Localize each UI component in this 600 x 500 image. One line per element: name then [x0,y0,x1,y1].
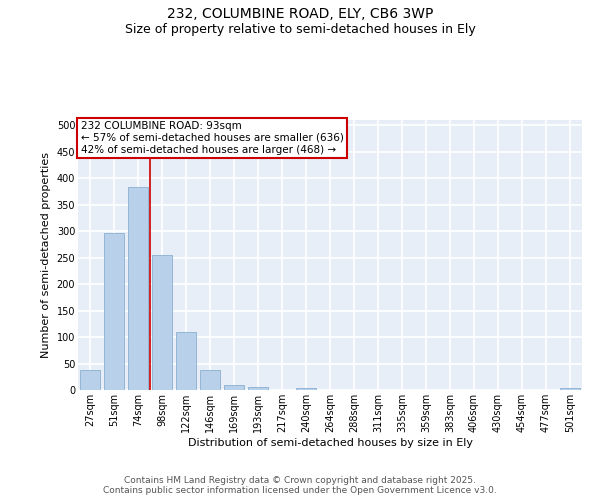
Text: 232, COLUMBINE ROAD, ELY, CB6 3WP: 232, COLUMBINE ROAD, ELY, CB6 3WP [167,8,433,22]
Bar [176,332,196,390]
X-axis label: Distribution of semi-detached houses by size in Ely: Distribution of semi-detached houses by … [187,438,473,448]
Bar [560,388,580,390]
Bar [248,387,268,390]
Bar [200,370,220,390]
Text: Size of property relative to semi-detached houses in Ely: Size of property relative to semi-detach… [125,22,475,36]
Bar [296,388,316,390]
Y-axis label: Number of semi-detached properties: Number of semi-detached properties [41,152,51,358]
Text: 232 COLUMBINE ROAD: 93sqm
← 57% of semi-detached houses are smaller (636)
42% of: 232 COLUMBINE ROAD: 93sqm ← 57% of semi-… [80,122,343,154]
Bar [152,255,172,390]
Bar [104,234,124,390]
Text: Contains HM Land Registry data © Crown copyright and database right 2025.
Contai: Contains HM Land Registry data © Crown c… [103,476,497,495]
Bar [80,370,100,390]
Bar [128,186,148,390]
Bar [224,385,244,390]
